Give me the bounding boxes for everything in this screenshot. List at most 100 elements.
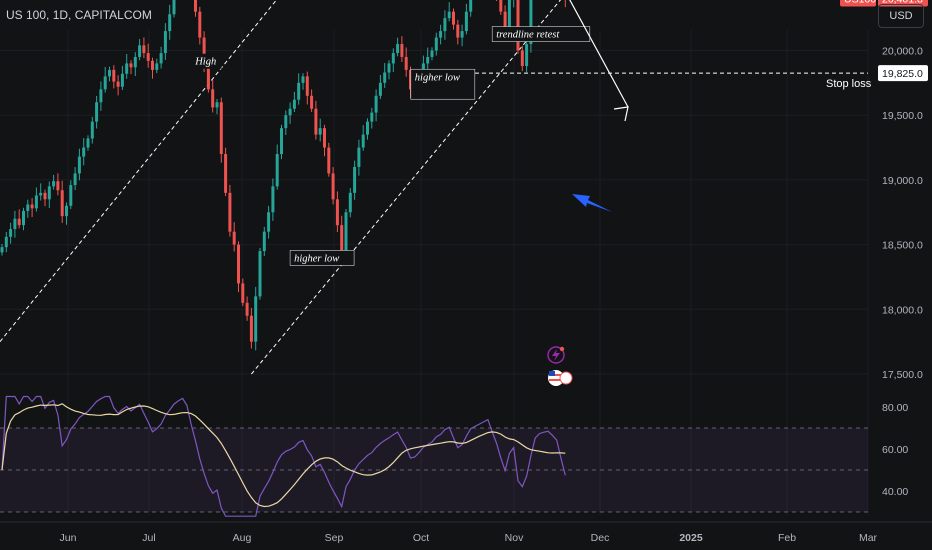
time-tick-label: Oct [413, 532, 429, 544]
candle [43, 192, 47, 200]
candle [439, 31, 443, 38]
candle [138, 45, 142, 57]
candle [275, 154, 279, 187]
candle [284, 115, 288, 129]
candle [507, 0, 511, 32]
candle [305, 76, 309, 96]
annotation-box [289, 250, 355, 266]
candle [206, 63, 210, 90]
annotation-box [191, 53, 222, 69]
time-tick-label: Dec [591, 532, 610, 544]
candle [151, 60, 154, 70]
candle [125, 63, 129, 74]
candle [73, 173, 77, 186]
candle [69, 185, 73, 206]
rsi-line [1, 395, 566, 517]
annotation-label: High [194, 57, 216, 68]
chart-icons [547, 346, 573, 386]
time-tick-label: Jun [60, 532, 77, 544]
candle [314, 108, 318, 135]
lightning-icon [547, 346, 565, 364]
candle [464, 11, 468, 32]
candle [456, 24, 460, 38]
stop-loss-price-tag-bg [878, 65, 928, 82]
candle [503, 11, 507, 32]
candle [65, 205, 68, 217]
candle [335, 199, 339, 226]
candle [0, 247, 4, 253]
candle [452, 11, 455, 25]
candle [194, 0, 197, 12]
price-tick-label: 17,500.0 [882, 369, 923, 381]
candle [172, 0, 176, 15]
candle [146, 53, 150, 61]
rsi-tick-label: 40.00 [882, 486, 908, 498]
candle [400, 44, 404, 57]
candle [267, 212, 271, 232]
candle [159, 53, 163, 64]
candle [426, 56, 430, 64]
currency-button[interactable]: USD [878, 4, 924, 28]
alert-dot-icon [559, 346, 565, 352]
price-tick-label: 18,000.0 [882, 304, 923, 316]
candle [327, 147, 331, 174]
candle [292, 99, 296, 109]
candle [280, 128, 283, 155]
time-tick-label: Sep [325, 532, 344, 544]
us-flag-icon [559, 371, 573, 385]
candlestick-series [0, 0, 566, 351]
candle [383, 72, 387, 83]
candle [99, 89, 103, 103]
candle [237, 244, 240, 284]
candle [499, 0, 503, 12]
candle [469, 0, 473, 12]
candle [361, 134, 365, 148]
candle [404, 56, 408, 70]
time-axis[interactable]: Jun Jul Aug Sep Oct Nov Dec 2025 Feb Mar [60, 532, 878, 544]
candle [26, 204, 30, 211]
candle [443, 18, 447, 32]
candle [396, 44, 400, 54]
candle [348, 192, 352, 213]
candle [168, 14, 172, 32]
candle [17, 218, 21, 226]
candle [9, 229, 13, 237]
price-axis[interactable]: 22,500.022,000.021,500.021,000.020,500.0… [826, 0, 928, 381]
rsi-moving-average [1, 403, 566, 508]
candle [447, 11, 451, 19]
candle [30, 204, 34, 209]
projection-arrow [569, 0, 629, 108]
candle [520, 50, 524, 67]
candle [77, 156, 81, 174]
price-tick-label: 19,000.0 [882, 175, 923, 187]
time-tick-label: 2025 [679, 532, 703, 544]
price-tick-label: 20,000.0 [882, 46, 923, 58]
candle [378, 82, 382, 96]
candle [82, 147, 86, 157]
candle [370, 112, 374, 122]
annotation-label: trendline retest [496, 30, 560, 41]
candle [116, 81, 120, 87]
annotation-label: higher low [294, 253, 339, 264]
candle [460, 31, 464, 38]
trendlines [0, 0, 868, 375]
candle [318, 128, 322, 135]
candle [525, 44, 529, 67]
time-tick-label: Aug [233, 532, 252, 544]
symbol-tag-bg [840, 0, 876, 7]
candle [60, 190, 64, 217]
candle [108, 69, 111, 77]
candle [4, 236, 8, 248]
candle [271, 186, 275, 213]
candle [90, 121, 94, 139]
annotation-box [491, 26, 591, 42]
annotation-label: higher low [415, 72, 460, 83]
candle [529, 0, 533, 45]
us-flag-icon [549, 379, 563, 381]
time-tick-label: Jul [142, 532, 155, 544]
annotation-box [410, 68, 476, 100]
candle [103, 76, 107, 90]
